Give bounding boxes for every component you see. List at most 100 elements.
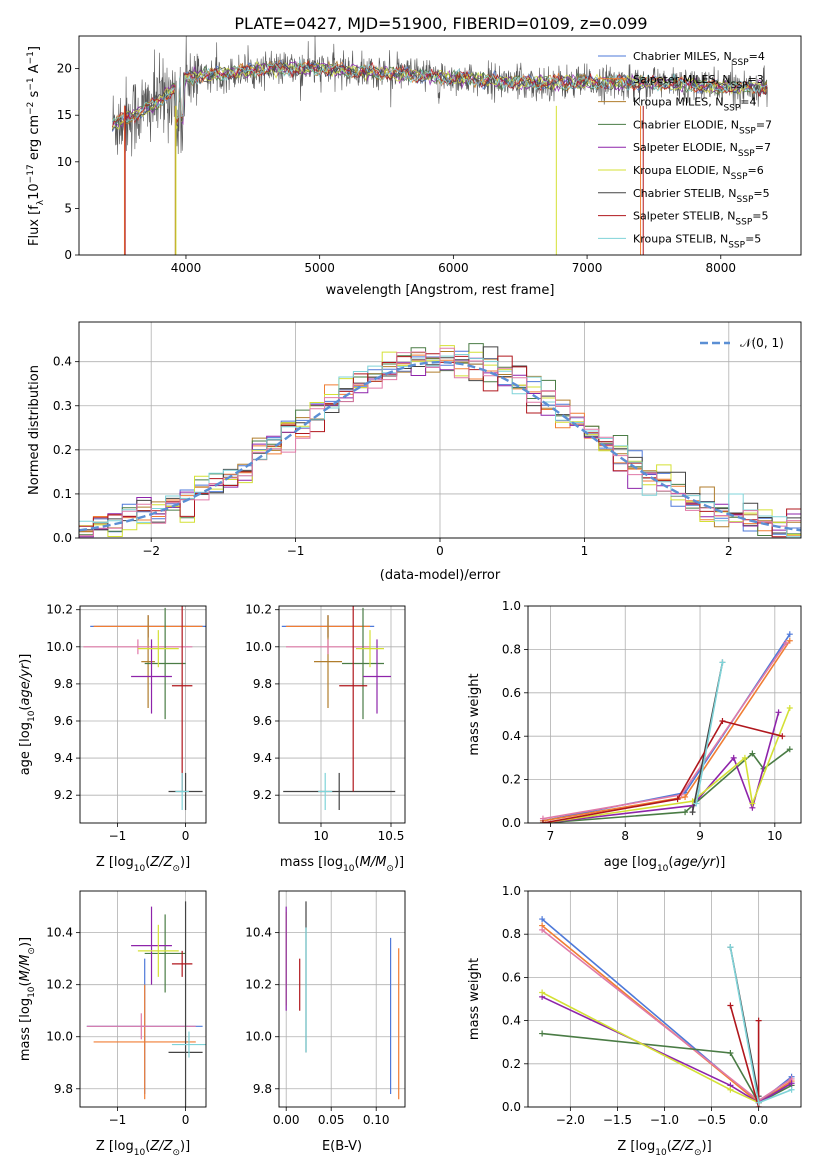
age-vs-Z-xlabel-part: )]: [180, 855, 190, 870]
weight-vs-age-xtick-label: 9: [696, 829, 704, 843]
residuals-ytick-label: 0.0: [53, 531, 72, 545]
weight-line: [542, 642, 787, 820]
weight-marker: [689, 809, 696, 816]
weight-vs-age-xtick-label: 8: [621, 829, 629, 843]
mass-vs-Z-ylabel-part: )]: [18, 937, 33, 947]
spectrum-ticks: 4000 5000 6000 7000 8000 0 5 10 15 20: [57, 35, 802, 275]
weight-line: [695, 662, 724, 804]
weight-marker: [786, 631, 793, 638]
mass-vs-Z-ytick-label: 10.4: [46, 926, 73, 940]
legend-label-part: =7: [756, 118, 772, 131]
legend-label-part: SSP: [735, 218, 752, 228]
residuals-frame: [78, 321, 802, 539]
age-vs-Z-xlabel-part: 10: [134, 864, 146, 874]
legend-label-part: (0, 1): [752, 336, 784, 350]
residual-histogram: [79, 347, 801, 537]
legend-label: Salpeter MILES, NSSP=3: [633, 73, 764, 91]
weight-marker: [539, 916, 546, 923]
spectrum-ytick-label: 0: [64, 248, 72, 262]
spectrum-xtick-label: 4000: [171, 261, 202, 275]
weight-vs-Z-xtick-label: −1.0: [650, 1113, 679, 1127]
mass-vs-Z-ylabel-part: (: [18, 981, 33, 986]
weight-vs-age-ytick-label: 0.6: [502, 686, 521, 700]
mass-vs-Z-ylabel-part: M/M: [18, 955, 33, 982]
weight-vs-Z-xlabel-part: ⊙: [694, 1148, 702, 1158]
weight-vs-Z-frame: [527, 890, 802, 1108]
age-vs-mass-xlabel: mass [log10(M/M⊙)]: [280, 855, 404, 874]
weight-line: [542, 720, 783, 823]
weight-marker: [674, 796, 681, 803]
age-vs-mass-xlabel-part: ⊙: [386, 864, 394, 874]
spectrum-xtick-label: 6000: [438, 261, 469, 275]
weight-marker: [755, 1099, 762, 1106]
age-vs-Z-ytick-label: 9.4: [54, 751, 73, 765]
age-vs-Z-ytick-label: 9.6: [54, 714, 73, 728]
age-vs-Z-xlabel-part: ⊙: [172, 864, 180, 874]
legend-label-part: =4: [740, 96, 756, 109]
age-vs-Z-plot-area: [83, 606, 206, 811]
legend-label-part: Kroupa ELODIE, N: [633, 164, 731, 177]
age-vs-mass-xtick-label: 10.5: [378, 829, 405, 843]
weight-vs-age-ytick-label: 0.4: [502, 729, 521, 743]
legend-label-part: Salpeter ELODIE, N: [633, 141, 738, 154]
mass-vs-ebv-frame: [278, 890, 406, 1108]
age-vs-Z-xlabel-part: Z/Z: [149, 855, 173, 870]
age-vs-Z-xlabel-part: (: [145, 855, 150, 870]
spectrum-model-line: [112, 59, 768, 123]
residuals-plot-area: [79, 343, 801, 538]
weight-vs-age-axes: [528, 605, 801, 824]
weight-vs-Z-xtick-label: −2.0: [556, 1113, 585, 1127]
weight-vs-Z-xtick-label: −0.5: [697, 1113, 726, 1127]
legend-label: Salpeter STELIB, NSSP=5: [633, 210, 769, 228]
age-vs-Z-ytick-label: 9.2: [54, 788, 73, 802]
mass-vs-ebv-xtick-label: 0.00: [273, 1113, 300, 1127]
weight-marker: [727, 944, 734, 951]
weight-marker: [693, 800, 700, 807]
legend-label-part: =5: [753, 187, 769, 200]
age-vs-Z-ylabel: age [log10(age/yr)]: [18, 654, 37, 776]
mass-vs-Z-ylabel-part: 10: [27, 986, 37, 998]
age-vs-Z-ticks: −1 0 9.2 9.4 9.6 9.8 10.0 10.2: [46, 603, 207, 843]
weight-vs-Z-ytick-label: 0.4: [502, 1014, 521, 1028]
weight-vs-age-xlabel-part: (: [668, 855, 673, 870]
spectrum-ylabel-part: −1: [26, 77, 36, 90]
legend-label-part: =5: [745, 232, 761, 245]
mass-vs-Z-ytick-label: 9.8: [54, 1082, 73, 1096]
weight-vs-Z-xlabel-part: Z/Z: [671, 1139, 695, 1154]
legend-label-part: Chabrier ELODIE, N: [633, 118, 739, 131]
weight-vs-Z-xtick-label: −1.5: [603, 1113, 632, 1127]
residuals-ytick-label: 0.4: [53, 355, 72, 369]
age-vs-mass-xlabel-part: 10: [343, 864, 355, 874]
age-vs-mass-ytick-label: 9.4: [253, 751, 272, 765]
weight-marker: [786, 637, 793, 644]
legend-label: Chabrier MILES, NSSP=4: [633, 50, 765, 68]
residuals-xtick-label: 1: [581, 544, 589, 558]
legend-label-part: SSP: [739, 126, 756, 136]
age-vs-mass-ytick-label: 10.2: [245, 603, 272, 617]
legend-label-part: SSP: [731, 81, 748, 91]
weight-line: [729, 947, 792, 1104]
spectrum-ylabel-part: −17: [26, 164, 36, 183]
weight-vs-age-ylabel: mass weight: [467, 673, 482, 755]
weight-vs-age-ticks: 7 8 9 10 0.0 0.2 0.4 0.6 0.8 1.0: [502, 599, 802, 843]
mass-vs-ebv-ytick-label: 10.0: [245, 1030, 272, 1044]
weight-vs-Z-ytick-label: 0.6: [502, 970, 521, 984]
spectrum-ylabel-part: 10: [27, 183, 42, 200]
weight-marker: [730, 754, 737, 761]
legend-label-part: 𝒩: [740, 336, 754, 350]
normal-curve: [79, 360, 801, 532]
mass-vs-Z-xlabel-part: 10: [134, 1148, 146, 1158]
weight-vs-Z-ytick-label: 0.8: [502, 927, 521, 941]
weight-marker: [741, 754, 748, 761]
age-vs-Z-ylabel-part: age [log: [18, 722, 33, 775]
spectrum-ylabel-part: ]: [27, 46, 42, 51]
age-vs-mass-plot-area: [281, 606, 396, 811]
spectrum-ytick-label: 10: [57, 155, 72, 169]
weight-marker: [682, 793, 689, 800]
mass-vs-Z-ytick-label: 10.0: [46, 1030, 73, 1044]
age-vs-Z-ylabel-part: age/yr: [18, 662, 33, 705]
mass-vs-ebv-xlabel: E(B-V): [322, 1139, 362, 1154]
mass-vs-ebv-ytick-label: 10.4: [245, 926, 272, 940]
residuals-xlabel: (data-model)/error: [380, 568, 501, 583]
weight-line: [542, 640, 791, 822]
